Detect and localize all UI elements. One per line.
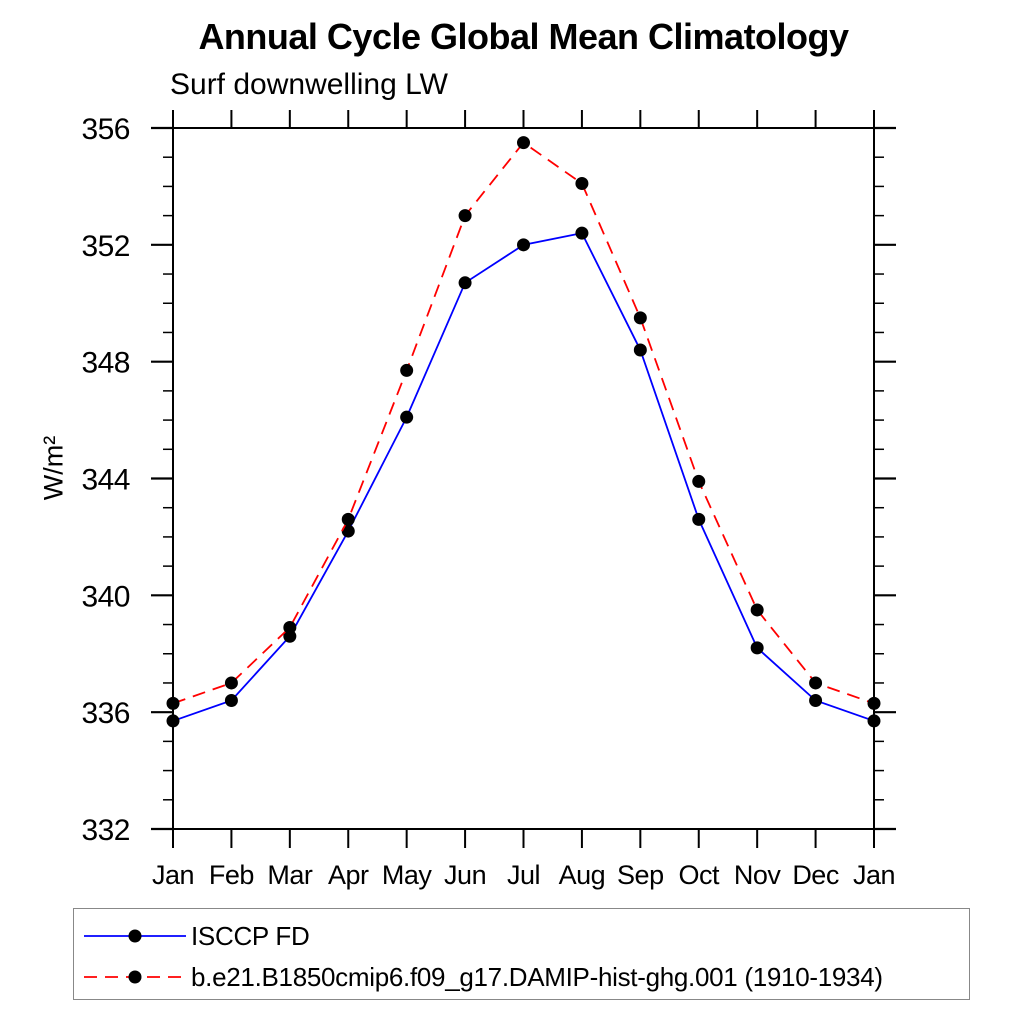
x-tick-label: Apr <box>328 860 369 890</box>
data-point-marker-1 <box>692 474 706 488</box>
data-point-marker-1 <box>633 311 647 325</box>
data-point-marker-0 <box>458 276 472 290</box>
x-tick-label: Dec <box>792 860 839 890</box>
data-point-marker-0 <box>166 714 180 728</box>
data-point-marker-1 <box>458 209 472 223</box>
y-tick-label: 344 <box>81 464 130 497</box>
data-point-marker-0 <box>517 238 530 252</box>
legend-label-1: b.e21.B1850cmip6.f09_g17.DAMIP-hist-ghg.… <box>191 962 883 992</box>
data-point-marker-0 <box>867 714 881 728</box>
legend-line-sample-1 <box>84 970 186 984</box>
data-point-marker-1 <box>809 676 823 690</box>
x-tick-label: Feb <box>209 860 254 890</box>
data-point-marker-1 <box>341 512 355 526</box>
y-tick-label: 336 <box>81 697 130 730</box>
x-tick-label: Aug <box>559 860 606 890</box>
data-point-marker-0 <box>575 226 589 240</box>
x-tick-label: Oct <box>678 860 720 890</box>
data-point-marker-0 <box>809 693 823 707</box>
legend: ISCCP FD b.e21.B1850cmip6.f09_g17.DAMIP-… <box>73 908 970 1000</box>
data-point-marker-1 <box>575 176 589 190</box>
data-point-marker-1 <box>283 620 297 634</box>
data-point-marker-0 <box>633 343 647 357</box>
x-tick-label: May <box>382 860 433 890</box>
x-tick-label: Jul <box>507 860 540 890</box>
x-tick-label: Jan <box>853 860 895 890</box>
data-point-marker-0 <box>224 693 238 707</box>
y-tick-label: 348 <box>81 347 130 380</box>
y-tick-label: 340 <box>81 580 130 613</box>
data-point-marker-1 <box>400 363 414 377</box>
data-point-marker-0 <box>341 524 355 538</box>
y-tick-label: 356 <box>81 113 130 146</box>
legend-marker <box>128 929 142 943</box>
data-point-marker-1 <box>867 696 881 710</box>
chart-subtitle: Surf downwelling LW <box>170 68 448 101</box>
data-point-marker-1 <box>166 696 180 710</box>
data-point-marker-1 <box>750 603 764 617</box>
x-tick-label: Jan <box>152 860 194 890</box>
chart-title: Annual Cycle Global Mean Climatology <box>198 16 849 57</box>
data-point-marker-1 <box>517 136 530 150</box>
x-tick-label: Mar <box>267 860 313 890</box>
data-point-marker-1 <box>224 676 238 690</box>
legend-item-isccp: ISCCP FD <box>82 921 310 951</box>
data-point-marker-0 <box>692 512 706 526</box>
x-tick-label: Sep <box>617 860 664 890</box>
legend-label-0: ISCCP FD <box>191 921 310 951</box>
data-point-marker-0 <box>400 410 414 424</box>
x-tick-label: Nov <box>734 860 782 890</box>
legend-item-model: b.e21.B1850cmip6.f09_g17.DAMIP-hist-ghg.… <box>82 962 883 992</box>
legend-line-sample-0 <box>84 929 186 943</box>
y-tick-label: 352 <box>81 230 130 263</box>
data-point-marker-0 <box>750 641 764 655</box>
x-tick-label: Jun <box>444 860 486 890</box>
series-line-0 <box>172 232 875 722</box>
y-tick-label: 332 <box>81 814 130 847</box>
plot-frame <box>172 127 875 830</box>
series-line-1 <box>172 141 875 705</box>
legend-marker <box>128 970 142 984</box>
